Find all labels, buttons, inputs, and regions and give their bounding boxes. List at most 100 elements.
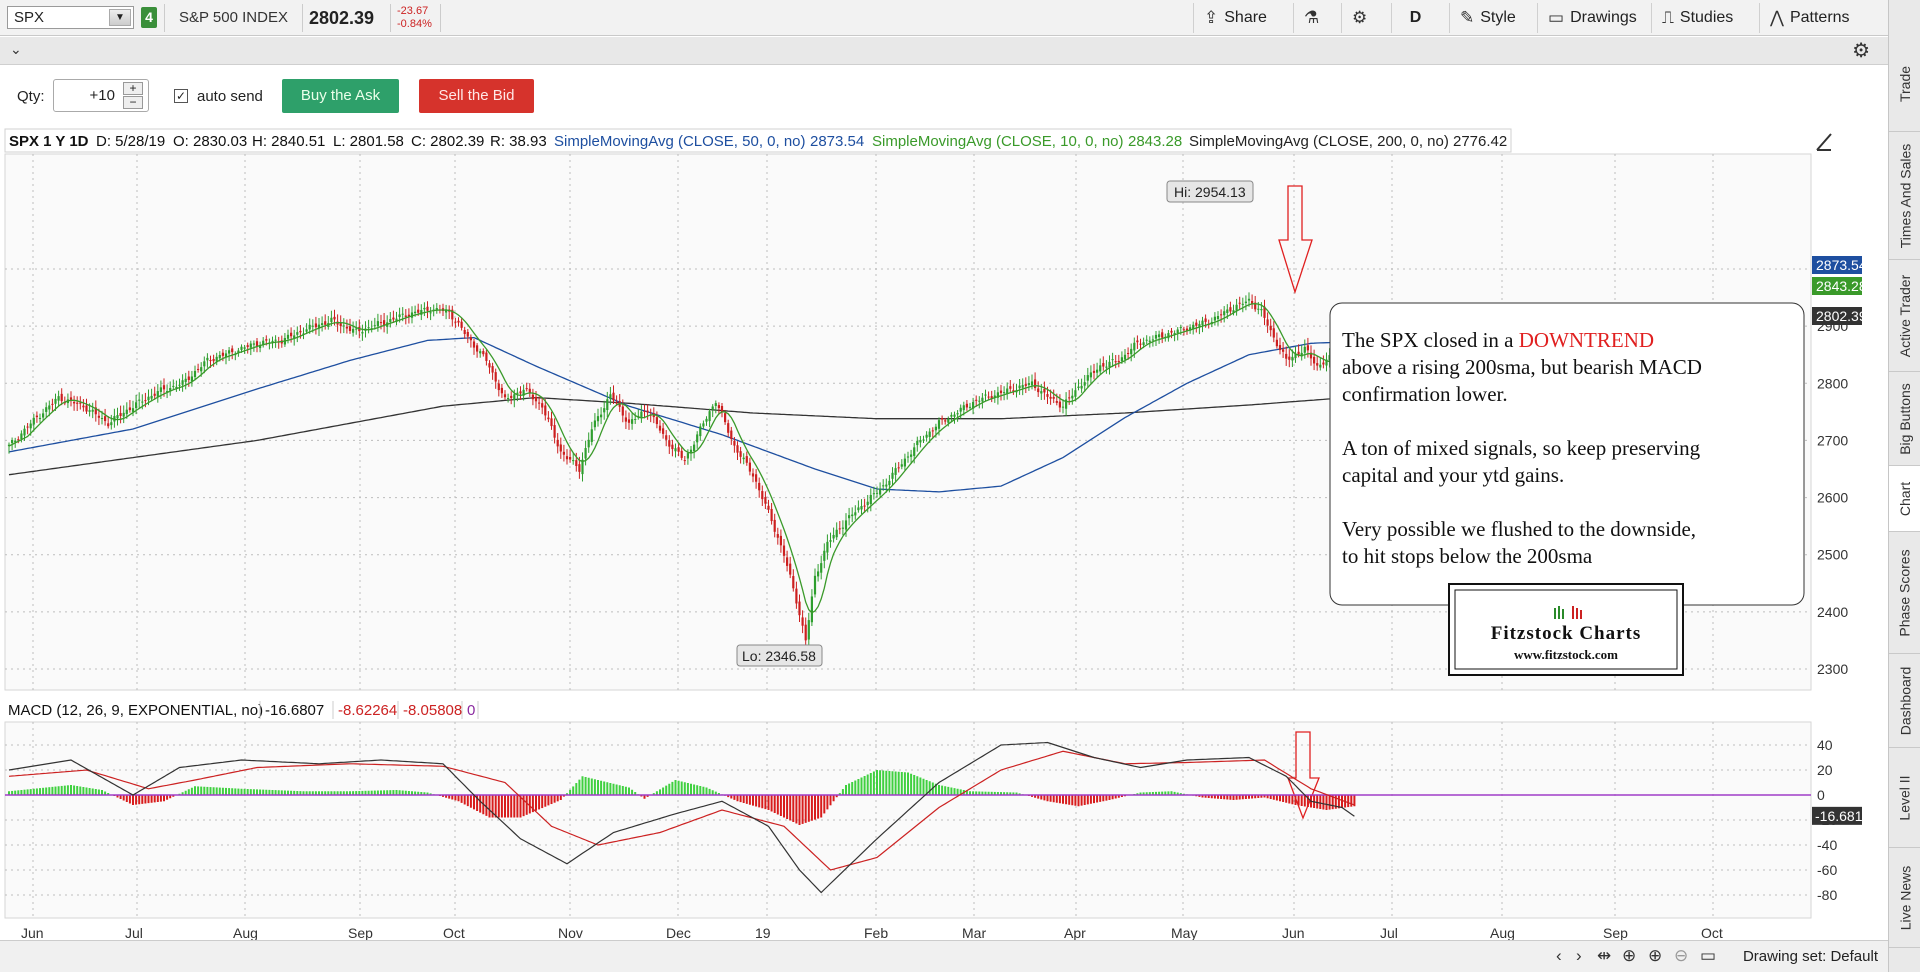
expand-time-icon[interactable]: ⇹ xyxy=(1597,946,1612,965)
candle-body xyxy=(125,409,128,415)
zoom-in-icon[interactable]: ⊕ xyxy=(1648,946,1663,965)
macd-hist-bar xyxy=(442,795,444,797)
macd-info-bar: MACD (12, 26, 9, EXPONENTIAL, no) -16.68… xyxy=(8,701,479,719)
candle-body xyxy=(662,428,665,434)
chevron-down-icon[interactable]: ⌄ xyxy=(10,41,22,57)
macd-hist-bar xyxy=(910,773,913,795)
macd-hist-bar xyxy=(845,785,847,795)
style-button[interactable]: ✎ Style xyxy=(1449,3,1531,33)
macd-hist-bar xyxy=(445,795,448,798)
right-tab-dashboard[interactable]: Dashboard xyxy=(1889,654,1920,748)
candle-body xyxy=(538,402,541,404)
right-tab-level-ii[interactable]: Level II xyxy=(1889,748,1920,848)
studies-button[interactable]: ⎍ Studies xyxy=(1651,3,1753,33)
macd-hist-bar xyxy=(404,790,407,795)
candle-body xyxy=(1012,390,1015,392)
qty-increment-button[interactable]: + xyxy=(123,82,143,95)
right-tab-trade[interactable]: Trade xyxy=(1889,36,1920,132)
right-tab-chart[interactable]: Chart xyxy=(1889,466,1920,532)
bottom-toolbar: ‹ › ⇹ ⊕ ⊕ ⊖ ▭ Drawing set: Default xyxy=(0,940,1888,972)
patterns-button[interactable]: ⋀ Patterns xyxy=(1759,3,1863,33)
scroll-right-icon[interactable]: › xyxy=(1576,946,1582,965)
macd-hist-bar xyxy=(575,783,578,795)
candle-body xyxy=(507,398,510,400)
auto-send-checkbox[interactable]: ✓ xyxy=(174,89,188,103)
macd-hist-bar xyxy=(513,795,516,818)
candle-body xyxy=(324,321,327,325)
period-button[interactable]: D xyxy=(1391,3,1439,33)
candle-body xyxy=(882,485,885,487)
crosshair-icon[interactable]: ⊕ xyxy=(1622,946,1637,965)
settings-button[interactable]: ⚙ xyxy=(1341,3,1379,33)
right-tab-times-and-sales[interactable]: Times And Sales xyxy=(1889,132,1920,260)
symbol-input[interactable]: SPX ▼ xyxy=(7,6,134,29)
candle-body xyxy=(941,418,944,420)
right-tab-live-news[interactable]: Live News xyxy=(1889,848,1920,948)
chart-area[interactable]: SPX 1 Y 1D D: 5/28/19 O: 2830.03 H: 2840… xyxy=(0,124,1888,940)
macd-hist-bar xyxy=(287,790,289,795)
macd-hist-bar xyxy=(783,795,785,818)
candle-body xyxy=(200,367,203,372)
candle-body xyxy=(544,405,547,416)
macd-hist-bar xyxy=(107,793,110,795)
candle-body xyxy=(1272,328,1275,338)
right-tab-big-buttons[interactable]: Big Buttons xyxy=(1889,372,1920,466)
qty-decrement-button[interactable]: − xyxy=(123,96,143,109)
candle-body xyxy=(1021,385,1024,388)
macd-hist-bar xyxy=(116,795,119,798)
qty-input[interactable]: +10 xyxy=(53,79,149,112)
macd-hist-bar xyxy=(1201,795,1204,798)
macd-hist-bar xyxy=(1334,795,1337,809)
macd-hist-bar xyxy=(590,778,593,795)
drawings-button[interactable]: ▭ Drawings xyxy=(1537,3,1645,33)
macd-hist-bar xyxy=(256,789,258,795)
scroll-left-icon[interactable]: ‹ xyxy=(1556,946,1562,965)
macd-hist-bar xyxy=(593,779,596,795)
share-button[interactable]: ⇪ Share xyxy=(1193,3,1283,33)
candle-body xyxy=(665,435,668,440)
candle-body xyxy=(1055,401,1058,403)
drawing-tool-icon[interactable] xyxy=(1812,130,1836,154)
symbol-dropdown-icon[interactable]: ▼ xyxy=(109,9,131,26)
candle-body xyxy=(1037,388,1040,393)
sell-bid-button[interactable]: Sell the Bid xyxy=(419,79,534,113)
macd-hist-bar xyxy=(547,795,550,806)
macd-hist-bar xyxy=(1257,795,1260,798)
macd-hist-bar xyxy=(240,788,243,795)
macd-hist-bar xyxy=(1037,795,1040,799)
candle-body xyxy=(1154,334,1158,339)
macd-hist-bar xyxy=(274,790,277,795)
candle-body xyxy=(1018,385,1021,389)
gear-icon[interactable]: ⚙ xyxy=(1852,40,1870,62)
macd-hist-bar xyxy=(156,795,159,802)
info-date: D: 5/28/19 xyxy=(96,133,165,150)
drawing-box-icon[interactable]: ▭ xyxy=(1700,946,1717,965)
macd-hist-bar xyxy=(237,788,240,795)
candle-body xyxy=(57,396,60,401)
candle-body xyxy=(559,444,562,452)
candle-body xyxy=(1161,332,1164,338)
macd-hist-bar xyxy=(302,791,305,795)
macd-hist-bar xyxy=(770,795,773,812)
drawing-set-selector[interactable]: Drawing set: Default xyxy=(1742,948,1878,965)
macd-hist-bar xyxy=(159,795,162,802)
candle-body xyxy=(85,405,88,412)
macd-hist-bar xyxy=(538,795,541,810)
candle-body xyxy=(717,405,720,409)
macd-hist-bar xyxy=(73,785,76,795)
right-tab-active-trader[interactable]: Active Trader xyxy=(1889,260,1920,372)
macd-hist-bar xyxy=(841,789,844,795)
candle-body xyxy=(389,319,392,323)
flask-button[interactable]: ⚗ xyxy=(1293,3,1331,33)
candle-body xyxy=(968,406,972,408)
zoom-out-icon[interactable]: ⊖ xyxy=(1674,946,1689,965)
link-group-badge[interactable]: 4 xyxy=(141,7,157,28)
sma10-line xyxy=(8,303,1355,614)
buy-ask-button[interactable]: Buy the Ask xyxy=(282,79,399,113)
right-tab-phase-scores[interactable]: Phase Scores xyxy=(1889,532,1920,654)
macd-hist-bar xyxy=(321,791,324,795)
macd-hist-bar xyxy=(147,795,150,804)
macd-hist-bar xyxy=(358,791,361,795)
macd-hist-bar xyxy=(1155,791,1157,795)
